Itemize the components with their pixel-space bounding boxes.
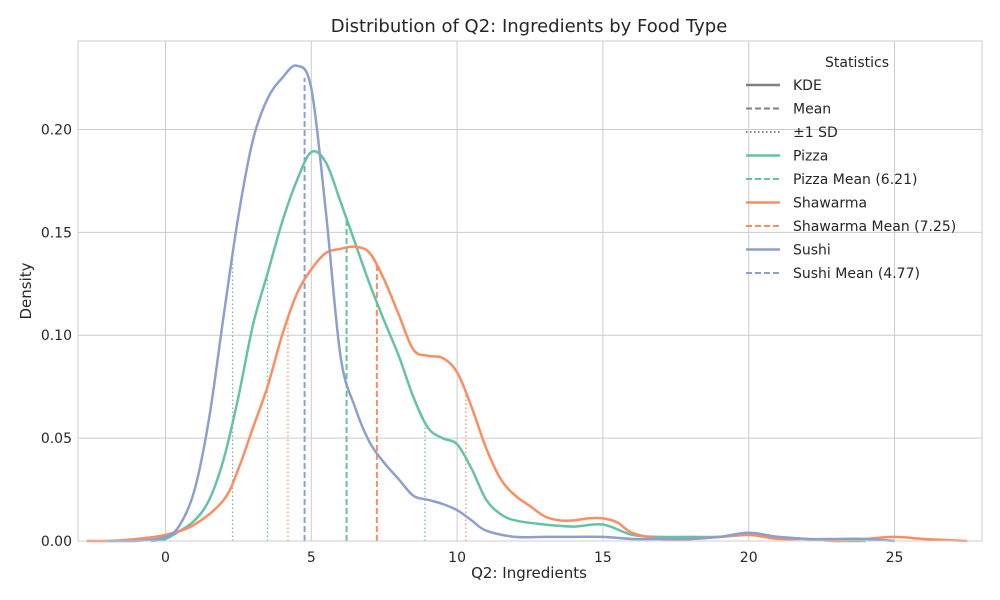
legend-label: Shawarma [793,196,867,212]
y-tick-label: 0.20 [41,122,72,138]
x-tick-label: 25 [886,550,904,566]
legend-label: Sushi [793,243,831,259]
plot-frame [77,40,983,542]
x-axis-label: Q2: Ingredients [471,564,587,582]
pizza-kde-line [150,150,866,543]
legend-label: Pizza Mean (6.21) [793,172,917,188]
chart-title: Distribution of Q2: Ingredients by Food … [331,16,728,37]
series-layer [86,64,968,543]
y-tick-label: 0.15 [41,225,72,241]
legend-label: ±1 SD [793,125,838,141]
legend-title: Statistics [825,55,889,71]
x-tick-label: 0 [161,550,170,566]
y-tick-label: 0.10 [41,328,72,344]
legend-label: Sushi Mean (4.77) [793,266,920,282]
legend-label: Shawarma Mean (7.25) [793,219,956,235]
legend-label: Mean [793,102,831,118]
x-tick-label: 20 [740,550,758,566]
sushi-kde-line [107,64,895,543]
x-tick-label: 5 [307,550,316,566]
legend: Statistics KDE Mean ±1 SD Pizza Pizza Mean (… [746,55,956,282]
y-axis-label: Density [17,262,35,319]
tick-labels: 0 5 10 15 20 25 0.00 0.05 0.10 0.15 0.20 [41,122,904,566]
y-tick-label: 0.05 [41,431,72,447]
legend-label: Pizza [793,149,828,165]
shawarma-kde-line [86,245,968,543]
legend-label: KDE [793,78,822,94]
x-tick-label: 15 [594,550,612,566]
y-tick-label: 0.00 [41,534,72,550]
x-tick-label: 10 [448,550,466,566]
